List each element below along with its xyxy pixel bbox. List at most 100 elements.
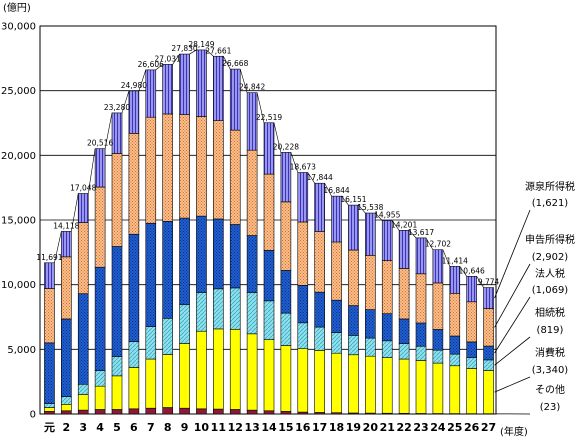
bar-segment bbox=[94, 186, 106, 268]
total-label: 27,830 bbox=[171, 44, 197, 53]
bar-segment bbox=[229, 68, 241, 131]
bar-segment bbox=[466, 341, 477, 358]
legend-series-value: (23) bbox=[540, 402, 561, 413]
total-connector bbox=[87, 148, 96, 194]
bar-segment bbox=[415, 360, 427, 414]
y-axis-unit-label: (億円) bbox=[3, 1, 31, 14]
total-label: 20,516 bbox=[87, 139, 113, 148]
bar-segment bbox=[314, 291, 325, 328]
bar-segment bbox=[398, 358, 410, 414]
bar-8 bbox=[162, 64, 173, 415]
bar-segment bbox=[162, 220, 173, 319]
bar-segment bbox=[179, 53, 190, 115]
bar-segment bbox=[179, 343, 190, 409]
total-label: 24,842 bbox=[239, 83, 265, 92]
bar-segment bbox=[229, 129, 241, 225]
total-label: 16,844 bbox=[323, 186, 349, 195]
bar-segment bbox=[280, 345, 292, 412]
bar-segment bbox=[229, 287, 241, 330]
total-connector bbox=[223, 56, 231, 70]
total-connector bbox=[239, 69, 248, 93]
total-label: 22,519 bbox=[256, 113, 282, 122]
bar-segment bbox=[196, 330, 207, 410]
bar-segment bbox=[44, 342, 55, 404]
bar-2 bbox=[61, 231, 72, 415]
total-label: 17,048 bbox=[70, 184, 96, 193]
bar-segment bbox=[196, 116, 207, 217]
bar-segment bbox=[348, 335, 359, 356]
bar-segment bbox=[94, 409, 106, 415]
bar-segment bbox=[314, 350, 325, 413]
total-label: 14,118 bbox=[53, 221, 79, 230]
total-connector bbox=[391, 220, 400, 231]
x-category-label: 23 bbox=[413, 421, 428, 434]
bar-segment bbox=[179, 217, 190, 306]
total-label: 14,201 bbox=[391, 220, 417, 229]
total-labels: 11,691 14,118 17,048 20,516 23,280 24,980 26,6… bbox=[36, 40, 499, 287]
bar-segment bbox=[466, 368, 477, 414]
total-connector bbox=[358, 204, 366, 214]
bar-segment bbox=[213, 55, 224, 121]
total-label: 27,031 bbox=[155, 54, 181, 63]
legend-series-value: (1,069) bbox=[532, 285, 569, 296]
x-category-label: 26 bbox=[464, 421, 480, 434]
bar-segment bbox=[213, 218, 224, 290]
x-category-label: 16 bbox=[295, 421, 311, 434]
bar-segment bbox=[415, 322, 427, 347]
legend-series-name: 消費税 bbox=[535, 346, 565, 359]
bar-segment bbox=[432, 362, 444, 414]
bar-segment bbox=[246, 149, 258, 236]
bar-segment bbox=[128, 133, 140, 235]
total-label: 12,702 bbox=[425, 240, 451, 249]
total-connector bbox=[206, 49, 214, 57]
bar-segment bbox=[466, 276, 477, 303]
bar-segment bbox=[246, 292, 258, 335]
bar-segment bbox=[432, 349, 444, 364]
bar-segment bbox=[162, 354, 173, 408]
y-tick-label: 5,000 bbox=[7, 345, 36, 356]
x-category-label: 8 bbox=[164, 421, 172, 434]
x-category-label: 9 bbox=[181, 421, 189, 434]
total-connector bbox=[273, 122, 282, 153]
total-label: 20,228 bbox=[273, 142, 299, 151]
total-label: 15,538 bbox=[357, 203, 383, 212]
x-category-label: 11 bbox=[211, 421, 226, 434]
bar-segment bbox=[449, 293, 461, 337]
total-connector bbox=[256, 92, 265, 123]
legend-series-value: (2,902) bbox=[532, 252, 569, 263]
bar-segment bbox=[415, 345, 427, 361]
bar-segment bbox=[398, 343, 410, 360]
bar-segment bbox=[365, 309, 376, 339]
total-connector bbox=[324, 183, 332, 197]
bar-segment bbox=[263, 122, 275, 175]
total-connector bbox=[341, 195, 349, 206]
bar-segment bbox=[280, 312, 292, 346]
x-category-label: 21 bbox=[380, 421, 395, 434]
bar-segment bbox=[213, 408, 224, 415]
legend-series-value: (1,621) bbox=[532, 198, 569, 209]
bar-segment bbox=[94, 385, 106, 410]
x-axis-categories: 元 2 3 4 5 6 7 8 9 10 11 12 13 14 15 16 17 18 19 20 21 22 23 24 2… bbox=[44, 421, 496, 434]
bar-segment bbox=[61, 231, 72, 258]
bar-segment bbox=[297, 221, 309, 286]
bar-segment bbox=[94, 266, 106, 371]
bar-segment bbox=[449, 353, 461, 367]
bar-segment bbox=[162, 64, 173, 115]
total-label: 27,661 bbox=[205, 46, 231, 55]
bar-segment bbox=[145, 69, 157, 118]
bar-segment bbox=[263, 250, 275, 302]
total-label: 16,151 bbox=[340, 195, 366, 204]
bar-segment bbox=[229, 224, 241, 289]
total-label: 13,617 bbox=[408, 228, 434, 237]
bar-9 bbox=[179, 53, 190, 415]
legend-series-value: (3,340) bbox=[532, 365, 569, 376]
bar-7 bbox=[145, 69, 157, 415]
bar-21 bbox=[381, 220, 393, 415]
bar-22 bbox=[398, 230, 410, 415]
bar-segment bbox=[61, 410, 72, 415]
bar-13 bbox=[246, 92, 258, 415]
bar-segment bbox=[111, 356, 123, 377]
bar-18 bbox=[331, 195, 342, 415]
x-category-label: 13 bbox=[244, 421, 259, 434]
bar-segment bbox=[381, 220, 393, 261]
